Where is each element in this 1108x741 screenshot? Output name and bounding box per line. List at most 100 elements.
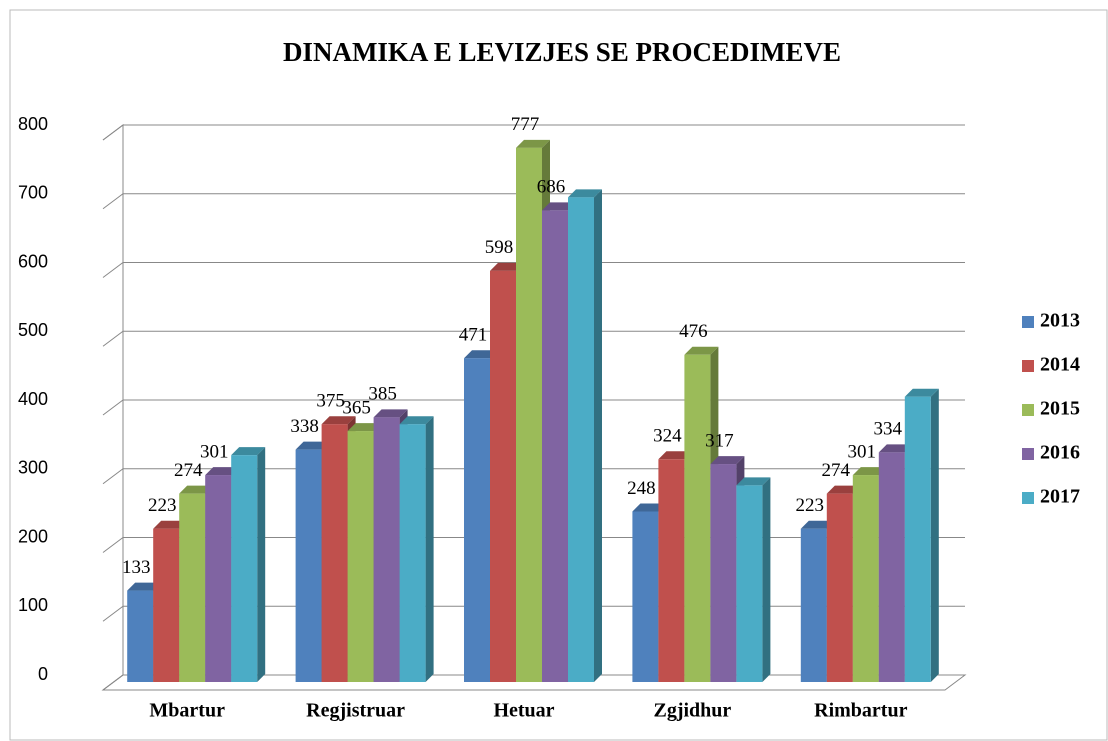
- bar: [127, 590, 154, 682]
- legend-label: 2013: [1040, 310, 1080, 332]
- bar-side: [425, 416, 434, 682]
- bar: [490, 270, 516, 682]
- chart-title: DINAMIKA E LEVIZJES SE PROCEDIMEVE: [283, 37, 841, 67]
- data-label: 317: [705, 430, 734, 451]
- data-label: 777: [511, 114, 540, 135]
- grid-line: [102, 124, 965, 141]
- grid-line: [102, 399, 965, 416]
- legend-swatch: [1022, 316, 1034, 328]
- legend-label: 2015: [1040, 398, 1080, 420]
- legend-swatch: [1022, 360, 1034, 372]
- bar: [632, 511, 659, 682]
- bar-top: [852, 467, 887, 476]
- bar-top: [878, 444, 913, 453]
- bar-top: [399, 416, 434, 425]
- bar-top: [826, 485, 861, 494]
- bar: [153, 528, 180, 682]
- bar: [852, 475, 879, 682]
- x-tick-label: Zgjidhur: [653, 700, 731, 722]
- bar-top: [684, 346, 719, 355]
- data-label: 248: [627, 478, 656, 499]
- bar: [904, 396, 931, 682]
- bar: [231, 455, 258, 682]
- data-label: 334: [874, 419, 903, 440]
- bar-top: [205, 467, 240, 476]
- data-label: 223: [148, 495, 177, 516]
- x-tick-label: Mbartur: [149, 700, 225, 722]
- grid-line: [102, 262, 965, 278]
- y-tick-label: 800: [18, 114, 48, 134]
- grid-line: [102, 193, 965, 210]
- legend-label: 2017: [1040, 486, 1080, 508]
- bar: [516, 147, 542, 682]
- bar-top: [321, 416, 356, 425]
- legend-label: 2014: [1040, 354, 1080, 376]
- data-label: 471: [459, 325, 488, 346]
- bar-top: [153, 520, 188, 529]
- data-label: 223: [796, 495, 825, 516]
- bar-top: [632, 503, 667, 512]
- legend-swatch: [1022, 448, 1034, 460]
- bar-top: [800, 520, 835, 529]
- data-label: 686: [537, 177, 566, 198]
- bar-top: [736, 477, 771, 486]
- bar: [321, 424, 348, 682]
- bar: [658, 459, 685, 682]
- y-tick-label: 0: [38, 664, 48, 684]
- bar: [568, 197, 594, 682]
- bar: [373, 417, 400, 682]
- legend-label: 2016: [1040, 442, 1080, 464]
- bar-side: [930, 388, 939, 682]
- bar-side: [762, 477, 771, 682]
- y-tick-label: 100: [18, 595, 48, 615]
- grid-line: [102, 330, 965, 347]
- data-label: 375: [316, 391, 345, 412]
- bar-top: [542, 202, 576, 211]
- y-tick-label: 600: [18, 251, 48, 271]
- data-label: 385: [368, 384, 397, 405]
- bar: [800, 528, 827, 682]
- bar: [826, 493, 853, 682]
- legend-swatch: [1022, 492, 1034, 504]
- bar-side: [257, 447, 266, 682]
- bar: [710, 464, 737, 682]
- data-label: 598: [485, 237, 514, 258]
- x-tick-label: Regjistruar: [306, 700, 405, 722]
- bar-top: [516, 139, 550, 148]
- data-label: 274: [822, 460, 851, 481]
- bar: [399, 424, 426, 682]
- bar-top: [568, 189, 602, 198]
- data-label: 338: [290, 416, 319, 437]
- bar: [736, 485, 763, 682]
- bar-side: [594, 189, 602, 682]
- data-label: 365: [342, 397, 371, 418]
- bar-top: [490, 262, 524, 271]
- bar: [684, 354, 711, 682]
- bar: [347, 431, 374, 682]
- data-label: 324: [653, 426, 682, 447]
- bar-top: [710, 456, 745, 465]
- bar-top: [904, 388, 939, 397]
- bar: [205, 475, 232, 682]
- bar: [295, 449, 322, 682]
- y-tick-label: 700: [18, 183, 48, 203]
- bar-top: [373, 409, 408, 418]
- data-label: 476: [679, 321, 708, 342]
- bar: [878, 452, 905, 682]
- data-label: 133: [122, 557, 151, 578]
- data-label: 274: [174, 460, 203, 481]
- bar: [464, 358, 490, 682]
- bar-top: [179, 485, 214, 494]
- bar-top: [658, 451, 693, 460]
- bar-top: [127, 582, 162, 591]
- y-tick-label: 500: [18, 320, 48, 340]
- bar-top: [464, 350, 498, 359]
- bar-top: [295, 441, 330, 450]
- bar-top: [347, 423, 382, 432]
- data-label: 301: [200, 441, 229, 462]
- bar-top: [231, 447, 266, 456]
- y-tick-label: 200: [18, 526, 48, 546]
- bar: [542, 210, 568, 682]
- y-tick-label: 300: [18, 458, 48, 478]
